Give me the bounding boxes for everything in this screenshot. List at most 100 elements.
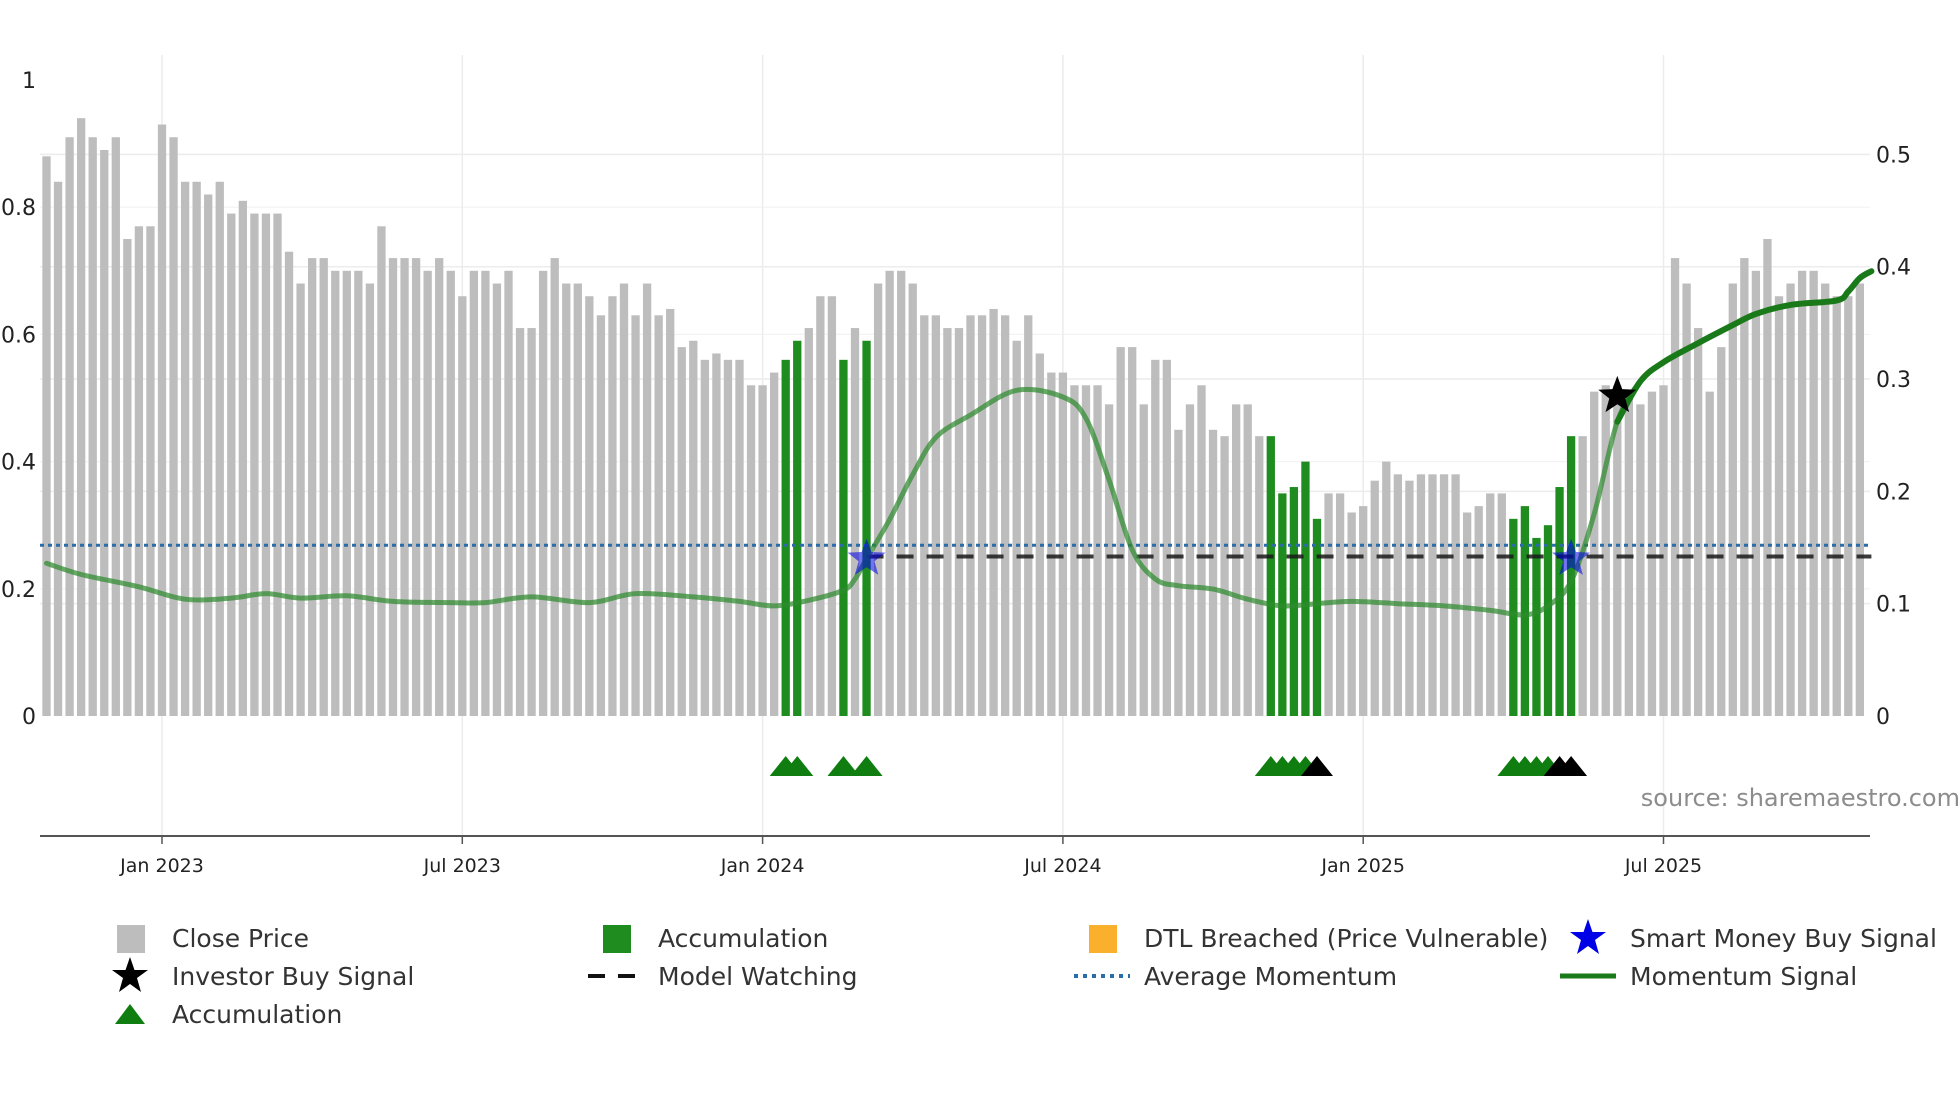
y-left-tick-label: 0.2: [1, 578, 36, 603]
close-price-bar: [1220, 436, 1229, 716]
close-price-bar: [977, 315, 987, 716]
close-price-bar: [758, 385, 767, 716]
accumulation-triangle-icon: [115, 1004, 145, 1024]
close-price-bar: [377, 226, 386, 716]
close-price-bar: [619, 283, 629, 716]
x-tick-label: Jan 2023: [119, 855, 204, 877]
close-price-bar: [712, 353, 721, 716]
close-price-bar: [1624, 391, 1633, 716]
close-price-bar: [134, 226, 144, 716]
close-price-bar: [550, 258, 559, 716]
accumulation-bar: [1520, 506, 1530, 716]
close-price-bar: [585, 296, 594, 716]
close-price-bar: [1786, 283, 1795, 716]
momentum-signal-swatch: [1560, 973, 1616, 979]
investor-buy-star: [1598, 375, 1637, 413]
close-price-bar: [562, 283, 571, 716]
close-price-bar: [931, 315, 940, 716]
close-price-bar: [827, 296, 837, 716]
close-price-bar: [458, 296, 467, 716]
close-price-bar: [1590, 391, 1599, 716]
close-price-bar: [873, 283, 883, 716]
close-price-bar: [227, 213, 236, 716]
y-right-tick-label: 0.1: [1876, 593, 1911, 618]
investor-triangle: [1555, 756, 1588, 776]
close-price-bar: [1370, 480, 1379, 716]
close-price-bar: [608, 296, 617, 716]
close-price-bar: [1012, 340, 1021, 716]
legend-smart-money: Smart Money Buy Signal: [1558, 919, 1937, 956]
close-price-bar: [850, 328, 860, 716]
close-price-bar: [169, 137, 178, 717]
close-price-bar: [1359, 506, 1368, 716]
close-price-bar: [954, 328, 964, 716]
close-price-bar: [666, 308, 675, 716]
legend-model-watching-label: Model Watching: [658, 961, 858, 991]
legend-momentum-signal-label: Momentum Signal: [1630, 961, 1858, 991]
close-price-bar: [1774, 296, 1784, 716]
signal-lines: [40, 268, 1875, 618]
close-price-bar: [1797, 270, 1807, 716]
close-price-bar: [504, 270, 513, 716]
accumulation-bar: [781, 359, 790, 716]
y-right-tick-label: 0.3: [1876, 368, 1911, 393]
close-price-bar: [1128, 347, 1137, 716]
close-price-bar: [1070, 385, 1079, 716]
close-price-bar: [1104, 404, 1114, 716]
investor-star-icon: [112, 957, 148, 992]
close-price-bar: [1809, 270, 1818, 716]
close-price-bar: [966, 315, 975, 716]
accumulation-bar: [839, 359, 848, 716]
legend-dtl-breached-label: DTL Breached (Price Vulnerable): [1144, 923, 1549, 953]
close-price-bar: [1035, 353, 1044, 716]
legend-close-price-label: Close Price: [172, 923, 310, 953]
close-price-bar: [689, 340, 698, 716]
accumulation-triangle: [781, 756, 814, 776]
close-price-bar: [908, 283, 917, 716]
close-price-bar: [1844, 296, 1853, 716]
legend-momentum-signal: Momentum Signal: [1558, 958, 1857, 994]
accumulation-triangle: [827, 756, 860, 776]
y-left-tick-label: 0.6: [1, 323, 36, 348]
y-right-tick-label: 0.4: [1876, 256, 1911, 281]
close-price-swatch: [117, 925, 145, 953]
close-price-bar: [539, 270, 548, 716]
close-price-bar: [1463, 512, 1472, 716]
accumulation-bar: [1301, 461, 1310, 716]
legend-average-momentum: Average Momentum: [1072, 958, 1397, 994]
close-price-bar: [1694, 328, 1703, 716]
close-price-bar: [77, 118, 86, 716]
close-price-bar: [1486, 493, 1495, 716]
close-price-bar: [1174, 429, 1183, 716]
close-price-bar: [735, 359, 744, 716]
close-price-bar: [342, 270, 351, 716]
close-price-bar: [1197, 385, 1206, 716]
close-price-bar: [492, 283, 502, 716]
accumulation-swatch: [603, 925, 631, 953]
legend-investor-buy-label: Investor Buy Signal: [172, 961, 415, 991]
close-price-bar: [1578, 436, 1587, 716]
close-price-bar: [1682, 283, 1691, 716]
close-price-bar: [1185, 404, 1195, 716]
close-price-bar: [1670, 258, 1680, 716]
close-price-bar: [1024, 315, 1033, 716]
momentum-chart: 0 0.2 0.4 0.6 0.8 1 0 0.1 0.2 0.3 0.4 0.5 Jan 2023 Ju…: [1, 55, 1960, 877]
accumulation-bar: [1266, 436, 1275, 716]
close-price-bar: [204, 194, 213, 717]
close-price-bar: [123, 239, 132, 716]
close-price-bar: [388, 258, 398, 716]
legend-model-watching: Model Watching: [586, 958, 858, 994]
close-price-bar: [1243, 404, 1252, 716]
close-price-bar: [1613, 385, 1622, 716]
close-price-bar: [1451, 474, 1460, 716]
close-price-bar: [250, 213, 259, 716]
close-price-bar: [746, 385, 756, 716]
close-price-bar: [943, 328, 952, 716]
close-price-bar: [1439, 474, 1449, 716]
close-price-bar: [1001, 315, 1010, 716]
legend-investor-buy: Investor Buy Signal: [100, 957, 415, 994]
model-watching-swatch: [588, 974, 644, 978]
close-price-bar: [920, 315, 929, 716]
close-price-bar: [423, 270, 432, 716]
close-price-bar: [1601, 385, 1610, 716]
